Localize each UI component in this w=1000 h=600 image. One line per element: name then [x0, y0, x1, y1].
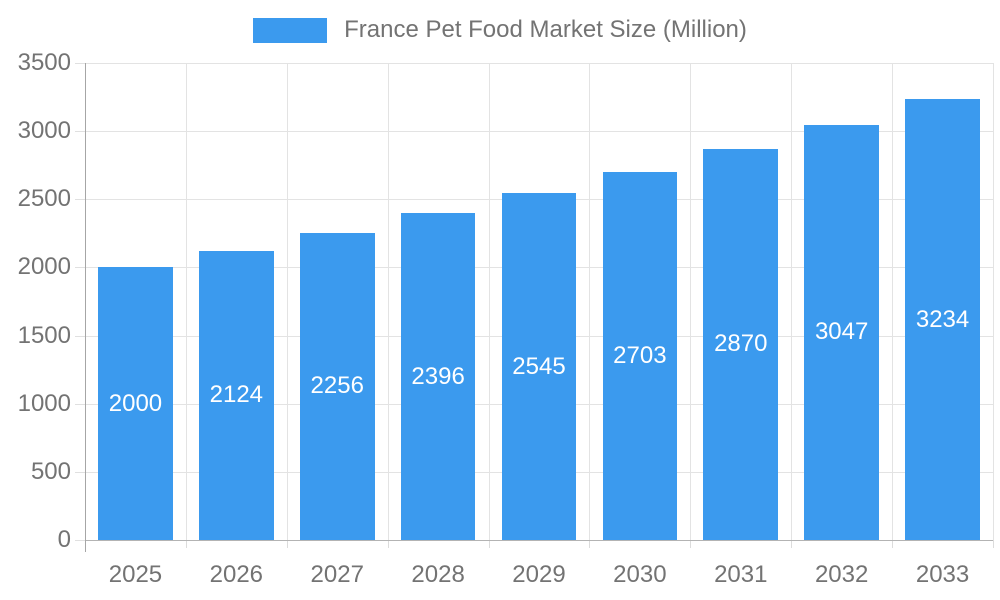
bar: 2256 [299, 232, 375, 540]
v-gridline [589, 63, 591, 540]
x-tick-mark [791, 540, 793, 548]
plot-area: 2000 2124 2256 2396 2545 2703 2870 3047 3234 [75, 63, 994, 552]
h-gridline [85, 131, 993, 133]
v-gridline [791, 63, 793, 540]
x-axis-baseline [85, 540, 993, 541]
x-tick-mark [892, 540, 894, 548]
bar-value-label: 2124 [209, 381, 264, 409]
bar: 2870 [703, 148, 779, 540]
x-tick-mark [185, 540, 187, 548]
y-tick-mark [75, 471, 85, 473]
x-tick-label: 2032 [814, 561, 869, 588]
x-tick-mark [589, 540, 591, 548]
x-tick-mark [993, 540, 994, 548]
x-tick-mark [286, 540, 288, 548]
x-tick-label: 2028 [411, 561, 465, 588]
v-gridline [993, 63, 994, 540]
v-gridline [488, 63, 490, 540]
x-tick-mark [690, 540, 692, 548]
x-tick-label: 2031 [714, 561, 768, 588]
bar-value-label: 3234 [915, 305, 970, 333]
y-tick-label: 1000 [17, 389, 71, 417]
x-tick-label: 2025 [108, 561, 163, 588]
bar-value-label: 2256 [310, 372, 364, 400]
x-tick-mark [488, 540, 490, 548]
y-tick-label: 1500 [17, 321, 71, 349]
bar: 2000 [98, 267, 173, 540]
bar: 3047 [804, 124, 879, 540]
v-gridline [892, 63, 894, 540]
y-tick-label: 2000 [17, 253, 71, 281]
bar-value-label: 2703 [613, 341, 667, 369]
h-gridline [85, 63, 993, 64]
y-tick-label: 0 [57, 526, 71, 553]
y-tick-label: 3500 [17, 49, 71, 76]
y-tick-mark [75, 131, 85, 133]
bar: 2703 [602, 171, 678, 540]
y-tick-label: 2500 [17, 185, 71, 213]
bar: 2545 [501, 193, 577, 540]
y-tick-mark [75, 540, 85, 541]
y-axis-line [85, 63, 86, 552]
x-tick-label: 2027 [310, 561, 364, 588]
bar-value-label: 2000 [108, 389, 163, 417]
v-gridline [690, 63, 692, 540]
bar-value-label: 2396 [411, 362, 465, 390]
legend-label: France Pet Food Market Size (Million) [344, 16, 747, 43]
x-tick-label: 2029 [512, 561, 566, 588]
v-gridline [286, 63, 288, 540]
legend-swatch [253, 17, 328, 43]
v-gridline [185, 63, 187, 540]
chart-legend[interactable]: France Pet Food Market Size (Million) [0, 15, 1000, 45]
y-tick-label: 3000 [17, 117, 71, 145]
bar: 2396 [400, 213, 476, 540]
y-tick-label: 500 [30, 457, 71, 485]
y-axis-labels: 0 500 1000 1500 2000 2500 3000 3500 [0, 51, 71, 552]
bar: 2124 [199, 250, 274, 540]
y-tick-mark [75, 267, 85, 269]
y-tick-mark [75, 403, 85, 405]
bar-value-label: 2870 [714, 330, 768, 358]
y-tick-mark [75, 335, 85, 337]
x-tick-label: 2033 [915, 561, 970, 588]
y-tick-mark [75, 63, 85, 64]
bar: 3234 [905, 99, 980, 540]
v-gridline [387, 63, 389, 540]
x-axis-labels: 2025 2026 2027 2028 2029 2030 2031 2032 2033 [85, 561, 993, 593]
x-tick-mark [387, 540, 389, 548]
bar-value-label: 2545 [512, 352, 566, 380]
bar-value-label: 3047 [814, 318, 869, 346]
y-tick-mark [75, 199, 85, 201]
x-tick-label: 2030 [613, 561, 667, 588]
x-tick-label: 2026 [209, 561, 264, 588]
